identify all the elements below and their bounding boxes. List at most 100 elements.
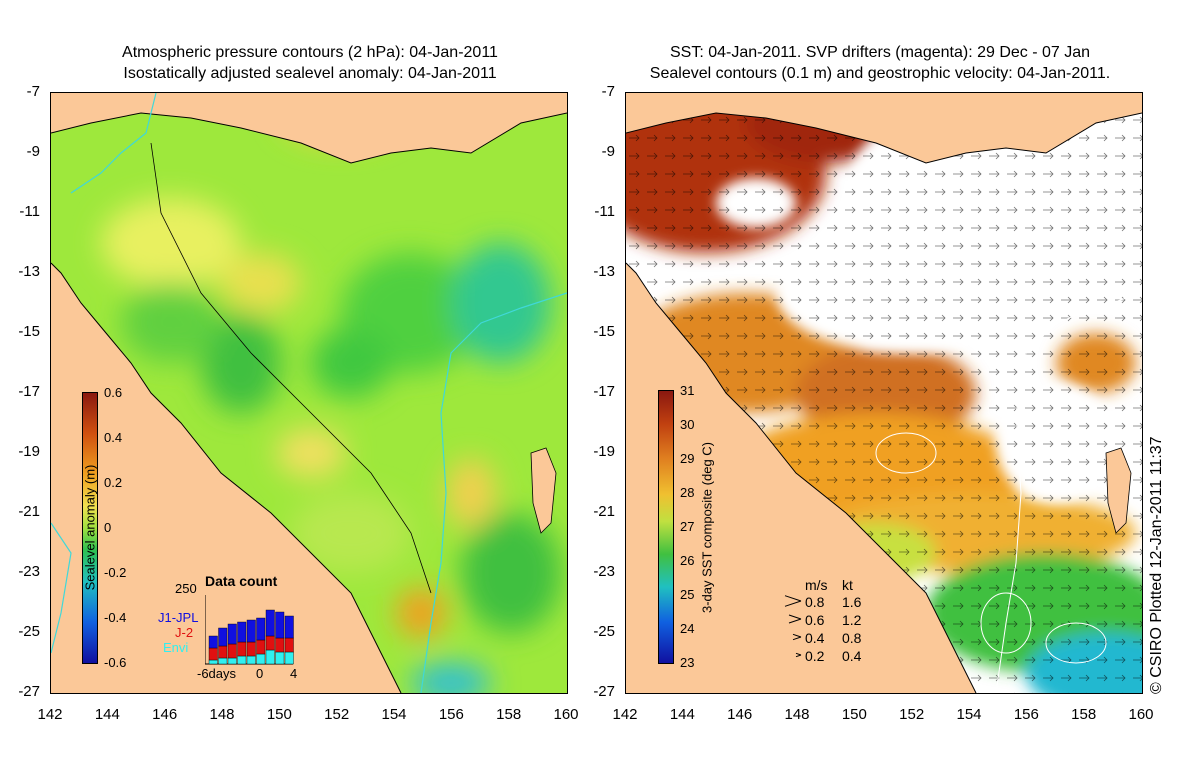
- lon-label-right: 146: [727, 706, 753, 723]
- lat-label-left: -19: [18, 443, 40, 460]
- velocity-arrow-icon: [788, 612, 802, 629]
- lat-label-right: -11: [594, 203, 615, 220]
- velocity-ms-value: 0.6: [805, 612, 825, 628]
- data-count-bar: [227, 623, 237, 645]
- data-count-bar: [237, 621, 247, 643]
- sealevel-colorbar-tick: 0.4: [104, 430, 123, 445]
- lat-label-left: -7: [26, 83, 40, 100]
- sst-colorbar-tick: 25: [680, 587, 695, 602]
- data-count-bar: [256, 653, 266, 665]
- sealevel-colorbar: [82, 392, 98, 664]
- lat-label-right: -7: [601, 83, 615, 100]
- velocity-kt-value: 1.6: [842, 594, 862, 610]
- sst-field: [626, 93, 1142, 693]
- velocity-header-kt: kt: [842, 577, 853, 593]
- velocity-ms-value: 0.4: [805, 630, 825, 646]
- data-count-bar: [218, 645, 228, 659]
- data-count-bar: [208, 635, 218, 649]
- lat-label-right: -13: [593, 263, 615, 280]
- lat-label-left: -23: [18, 563, 40, 580]
- lon-label-left: 152: [324, 706, 350, 723]
- right-title-line2: Sealevel contours (0.1 m) and geostrophi…: [649, 65, 1111, 82]
- sealevel-anomaly-map: [50, 92, 568, 694]
- data-count-bars: [205, 595, 294, 665]
- sealevel-colorbar-tick: -0.2: [104, 565, 127, 580]
- data-count-bar: [246, 619, 256, 643]
- data-count-bar: [265, 635, 275, 651]
- sst-colorbar-tick: 24: [680, 621, 695, 636]
- data-count-bar: [256, 639, 266, 655]
- data-count-bar: [208, 659, 218, 665]
- lon-label-left: 146: [152, 706, 178, 723]
- sealevel-colorbar-tick: 0.6: [104, 385, 123, 400]
- series-label-envi: Envi: [163, 640, 189, 655]
- sealevel-colorbar-tick: 0: [104, 520, 112, 535]
- copyright-notice: © CSIRO Plotted 12-Jan-2011 11:37: [1148, 436, 1165, 694]
- data-count-bar: [227, 643, 237, 659]
- sealevel-colorbar-tick: 0.2: [104, 475, 123, 490]
- data-count-bar: [237, 641, 247, 657]
- data-count-bar: [246, 655, 256, 665]
- data-count-bar: [208, 647, 218, 661]
- data-count-bar: [284, 615, 294, 639]
- data-count-xlabel-zero: 0: [256, 666, 264, 681]
- sealevel-colorbar-label: Sealevel anomaly (m): [82, 464, 98, 591]
- data-count-bar: [265, 649, 275, 665]
- data-count-xlabel-start: -6days: [197, 666, 237, 681]
- data-count-ymax: 250: [175, 581, 197, 596]
- lon-label-right: 154: [956, 706, 982, 723]
- lon-label-right: 142: [612, 706, 638, 723]
- sst-colorbar-tick: 29: [680, 451, 695, 466]
- sst-map: [625, 92, 1143, 694]
- velocity-ms-value: 0.2: [805, 648, 825, 664]
- lat-label-left: -13: [18, 263, 40, 280]
- data-count-bar: [265, 609, 275, 637]
- data-count-xlabel-end: 4: [290, 666, 298, 681]
- lat-label-left: -27: [18, 683, 40, 700]
- sealevel-anomaly-field: [51, 93, 567, 693]
- coastline: [51, 262, 402, 693]
- lon-label-left: 156: [438, 706, 464, 723]
- velocity-header-ms: m/s: [805, 577, 828, 593]
- lon-label-right: 152: [899, 706, 925, 723]
- lat-label-right: -15: [593, 323, 615, 340]
- velocity-kt-value: 0.4: [842, 648, 862, 664]
- data-count-bar: [284, 651, 294, 665]
- lon-label-right: 158: [1071, 706, 1097, 723]
- lon-label-right: 160: [1128, 706, 1154, 723]
- velocity-kt-value: 1.2: [842, 612, 862, 628]
- sst-colorbar-tick: 27: [680, 519, 695, 534]
- lon-label-right: 156: [1013, 706, 1039, 723]
- lon-label-left: 150: [266, 706, 292, 723]
- data-count-bar: [275, 651, 285, 665]
- velocity-arrow-icon: [784, 594, 802, 611]
- lat-label-right: -21: [593, 503, 615, 520]
- lat-label-right: -25: [593, 623, 615, 640]
- lon-label-left: 160: [553, 706, 579, 723]
- series-label-j2: J-2: [175, 625, 194, 640]
- sst-colorbar-tick: 23: [680, 655, 695, 670]
- velocity-ms-value: 0.8: [805, 594, 825, 610]
- lat-label-left: -17: [18, 383, 40, 400]
- data-count-bar: [227, 657, 237, 665]
- sst-colorbar: [658, 390, 674, 664]
- sealevel-colorbar-tick: -0.4: [104, 610, 127, 625]
- lon-label-left: 142: [37, 706, 63, 723]
- lat-label-right: -19: [593, 443, 615, 460]
- data-count-bar: [218, 627, 228, 647]
- data-count-bar: [275, 637, 285, 653]
- lat-label-left: -21: [18, 503, 40, 520]
- sst-colorbar-tick: 28: [680, 485, 695, 500]
- data-count-bar: [256, 617, 266, 641]
- sealevel-colorbar-tick: -0.6: [104, 655, 127, 670]
- lon-label-left: 144: [94, 706, 120, 723]
- data-count-bar: [275, 611, 285, 639]
- sst-colorbar-tick: 26: [680, 553, 695, 568]
- velocity-arrow-icon: [795, 648, 802, 665]
- lat-label-right: -17: [593, 383, 615, 400]
- lat-label-right: -23: [593, 563, 615, 580]
- data-count-title: Data count: [205, 573, 278, 589]
- lat-label-right: -27: [593, 683, 615, 700]
- left-title-line1: Atmospheric pressure contours (2 hPa): 0…: [122, 44, 498, 61]
- lat-label-right: -9: [601, 143, 615, 160]
